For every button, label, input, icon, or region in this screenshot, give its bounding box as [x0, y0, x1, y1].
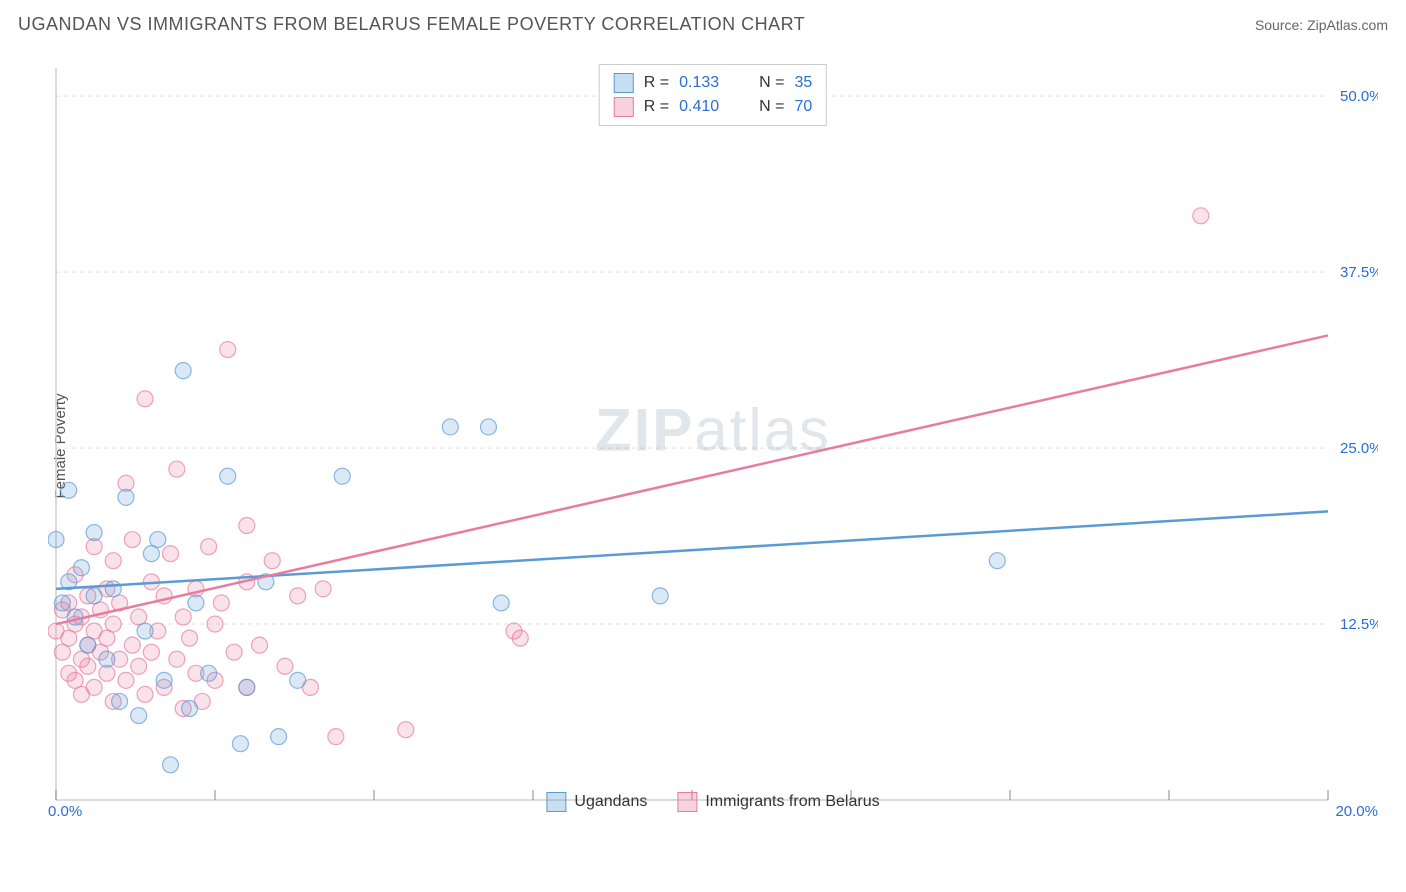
legend-label-belarus: Immigrants from Belarus [705, 793, 879, 811]
legend-item-ugandans: Ugandans [546, 792, 647, 812]
chart-area: 12.5%25.0%37.5%50.0% ZIPatlas R = 0.133 … [48, 60, 1378, 830]
svg-text:12.5%: 12.5% [1340, 616, 1378, 633]
legend-row-ugandans: R = 0.133 N = 35 [614, 71, 812, 95]
r-value-belarus: 0.410 [679, 98, 739, 116]
legend-label-ugandans: Ugandans [574, 793, 647, 811]
chart-title: UGANDAN VS IMMIGRANTS FROM BELARUS FEMAL… [18, 14, 805, 35]
series-legend: Ugandans Immigrants from Belarus [546, 792, 879, 812]
n-value-ugandans: 35 [794, 74, 812, 92]
swatch-belarus-icon [614, 97, 634, 117]
svg-text:25.0%: 25.0% [1340, 440, 1378, 457]
correlation-legend: R = 0.133 N = 35 R = 0.410 N = 70 [599, 64, 827, 126]
swatch-ugandans-icon [546, 792, 566, 812]
swatch-belarus-icon [677, 792, 697, 812]
chart-header: UGANDAN VS IMMIGRANTS FROM BELARUS FEMAL… [0, 0, 1406, 43]
swatch-ugandans-icon [614, 73, 634, 93]
legend-row-belarus: R = 0.410 N = 70 [614, 95, 812, 119]
legend-item-belarus: Immigrants from Belarus [677, 792, 879, 812]
x-axis-min-label: 0.0% [48, 803, 82, 820]
x-axis-max-label: 20.0% [1335, 803, 1378, 820]
r-value-ugandans: 0.133 [679, 74, 739, 92]
n-value-belarus: 70 [794, 98, 812, 116]
svg-text:37.5%: 37.5% [1340, 264, 1378, 281]
source-credit: Source: ZipAtlas.com [1255, 17, 1388, 33]
svg-text:50.0%: 50.0% [1340, 88, 1378, 105]
scatter-chart-svg: 12.5% 25.0% 37.5% 50.0% [48, 60, 1378, 830]
